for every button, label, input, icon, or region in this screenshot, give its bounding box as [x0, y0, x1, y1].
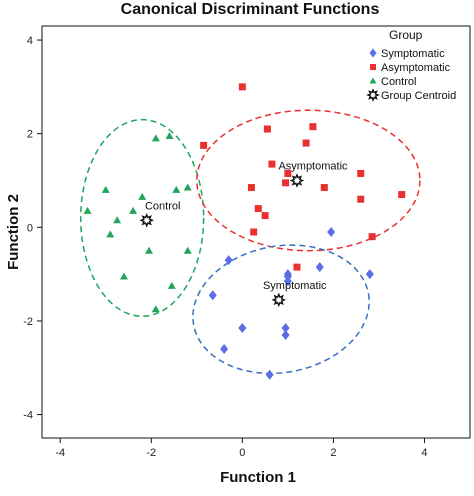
point-symptomatic — [224, 255, 233, 266]
point-asymptomatic — [247, 184, 255, 192]
point-asymptomatic — [357, 195, 365, 203]
point-asymptomatic — [263, 125, 271, 133]
legend-control-icon — [369, 77, 377, 84]
point-symptomatic — [281, 322, 290, 333]
point-asymptomatic — [200, 141, 208, 149]
point-asymptomatic — [238, 83, 246, 91]
point-asymptomatic — [268, 160, 276, 168]
point-asymptomatic — [254, 205, 262, 213]
point-asymptomatic — [368, 233, 376, 241]
legend-entry-label: Group Centroid — [381, 90, 456, 102]
point-asymptomatic — [261, 212, 269, 220]
legend-asymptomatic-icon — [370, 64, 376, 70]
centroid-asymptomatic-icon — [289, 173, 305, 188]
y-tick-label: 4 — [27, 35, 33, 47]
point-control — [106, 230, 115, 238]
point-control — [167, 281, 176, 289]
point-asymptomatic — [282, 179, 290, 187]
point-symptomatic — [365, 269, 374, 280]
ellipse-control — [79, 118, 205, 318]
point-control — [145, 246, 153, 254]
point-symptomatic — [327, 227, 336, 237]
centroid-control-icon — [139, 213, 154, 228]
centroid-label-asymptomatic: Asymptomatic — [278, 161, 348, 173]
centroid-symptomatic-icon — [271, 292, 287, 308]
point-asymptomatic — [398, 191, 406, 199]
point-asymptomatic — [309, 123, 317, 131]
point-symptomatic — [208, 290, 217, 301]
axis-ticks: -4 -2 0 2 4 -4 -2 0 2 4 — [23, 35, 427, 459]
point-symptomatic — [220, 344, 229, 355]
point-control — [113, 216, 122, 224]
point-control — [172, 185, 181, 193]
point-control — [151, 134, 160, 142]
point-control — [183, 246, 192, 254]
centroid-label-control: Control — [145, 200, 180, 212]
group-centroids: Control Asymptomatic Symptomatic — [139, 161, 348, 308]
point-control — [119, 272, 128, 280]
point-asymptomatic — [302, 139, 310, 147]
point-symptomatic — [283, 271, 292, 282]
legend: Group Symptomatic Asymptomatic Control Group… — [366, 28, 456, 102]
x-tick-label: 0 — [239, 447, 245, 459]
chart-title: Canonical Discriminant Functions — [121, 1, 380, 18]
point-symptomatic — [265, 369, 274, 380]
ellipse-asymptomatic — [196, 109, 421, 252]
x-tick-label: 2 — [330, 447, 336, 459]
group-ellipses — [79, 109, 421, 375]
point-asymptomatic — [320, 184, 328, 192]
point-asymptomatic — [293, 263, 301, 271]
point-asymptomatic — [357, 169, 365, 177]
legend-entry-label: Symptomatic — [381, 48, 445, 60]
legend-title: Group — [389, 28, 423, 42]
point-control — [83, 206, 92, 214]
x-tick-label: -2 — [146, 447, 156, 459]
y-tick-label: -2 — [23, 316, 33, 328]
x-tick-label: -4 — [55, 447, 65, 459]
point-control — [101, 185, 110, 193]
y-tick-label: 2 — [27, 129, 33, 141]
y-tick-label: 0 — [27, 222, 33, 234]
legend-symptomatic-icon — [369, 48, 377, 58]
point-asymptomatic — [284, 169, 292, 177]
legend-group-centroid-icon — [366, 88, 380, 102]
ellipse-symptomatic — [192, 244, 370, 375]
centroid-label-symptomatic: Symptomatic — [263, 280, 327, 292]
point-symptomatic — [281, 330, 290, 340]
legend-entry-label: Asymptomatic — [381, 62, 451, 74]
point-control — [138, 192, 147, 200]
point-control — [151, 305, 160, 313]
point-control — [183, 183, 192, 191]
data-points — [83, 83, 406, 380]
point-symptomatic — [238, 322, 247, 333]
x-tick-label: 4 — [421, 447, 427, 459]
x-axis-label: Function 1 — [220, 469, 296, 486]
point-control — [129, 206, 138, 214]
point-symptomatic — [315, 262, 324, 273]
legend-entry-label: Control — [381, 76, 416, 88]
y-tick-label: -4 — [23, 410, 33, 422]
point-control — [165, 132, 174, 140]
point-asymptomatic — [250, 228, 258, 236]
y-axis-label: Function 2 — [5, 194, 22, 270]
